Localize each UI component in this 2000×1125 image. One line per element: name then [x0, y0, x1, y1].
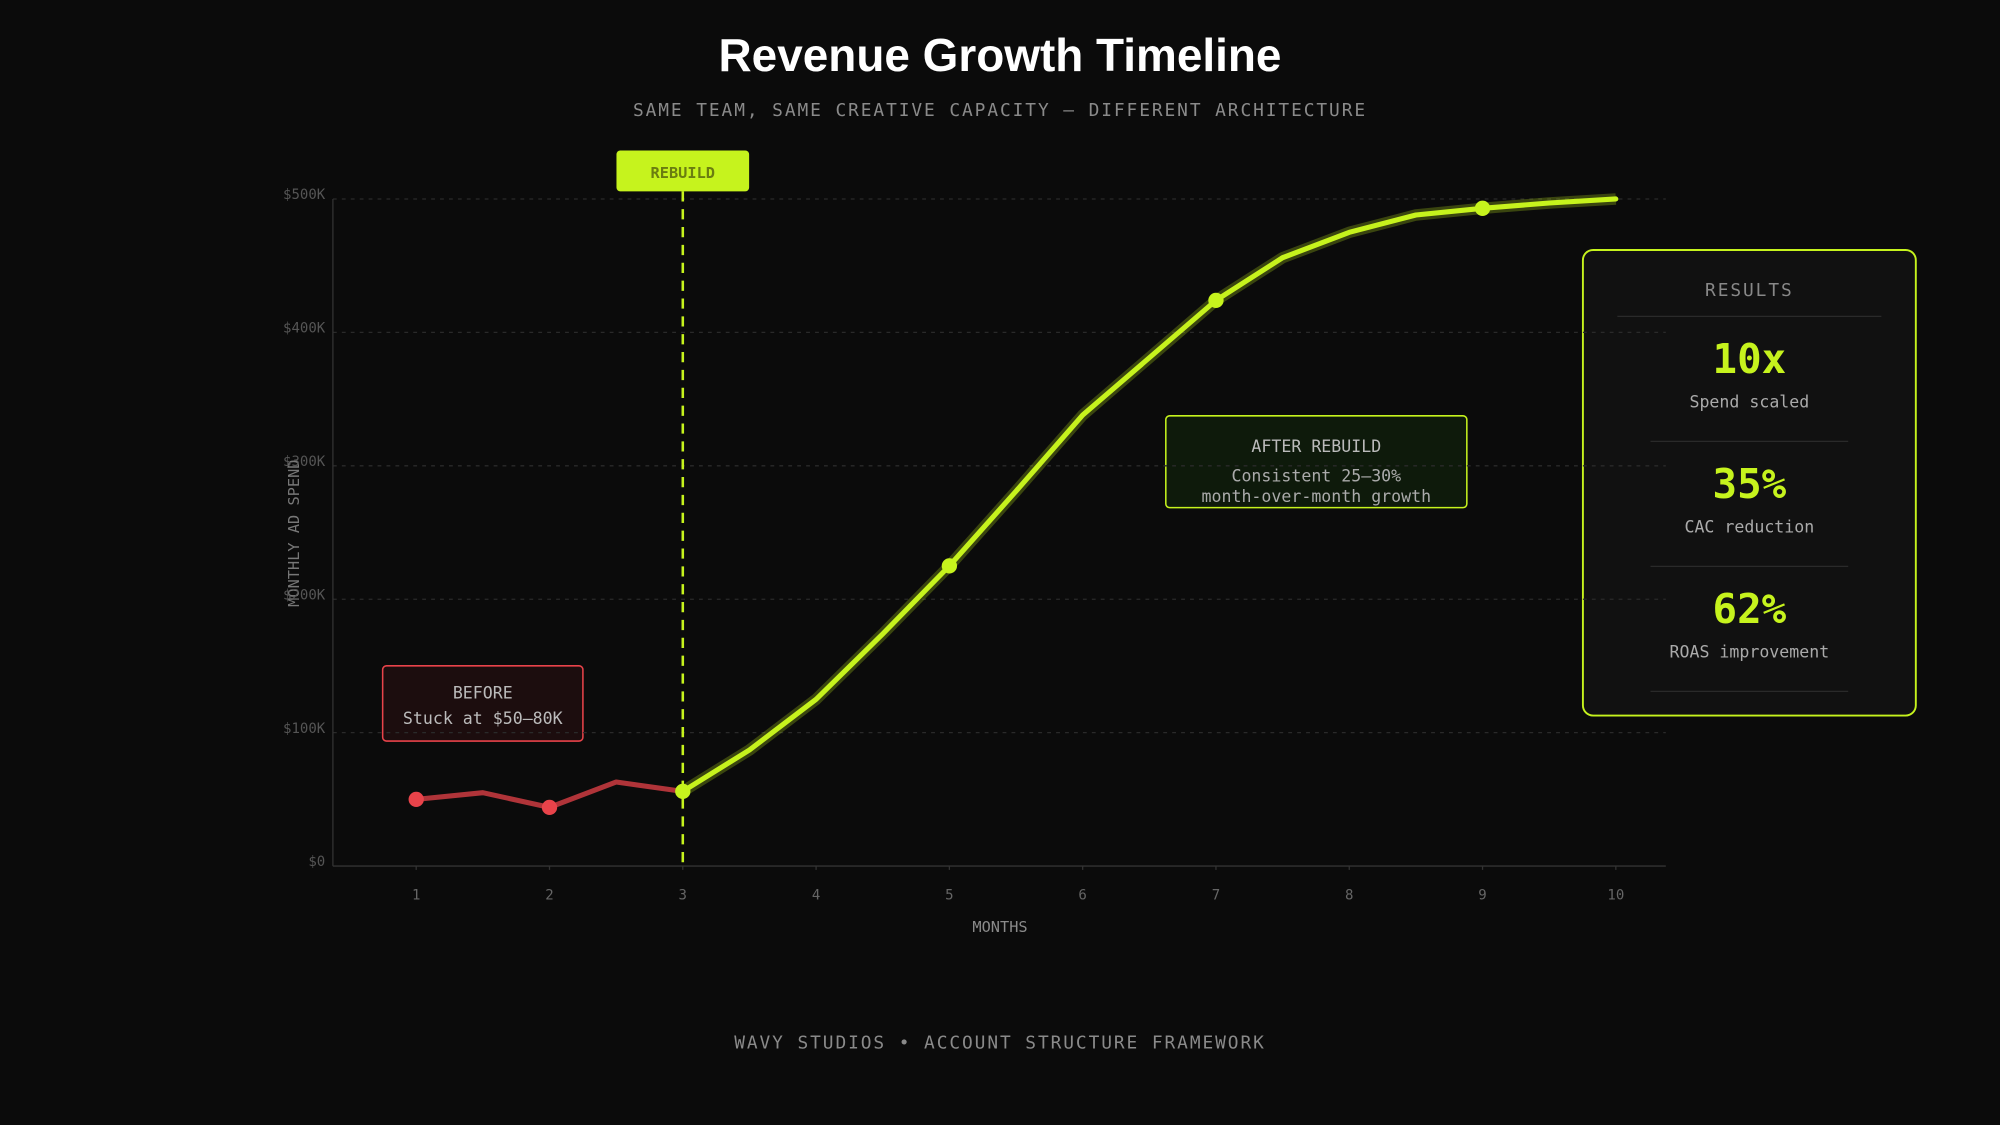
- after-box-frame: [1165, 415, 1468, 509]
- x-tick-label: 9: [1478, 887, 1486, 903]
- point: [1474, 200, 1491, 216]
- after-text: Consistent 25–30%: [1231, 467, 1401, 486]
- line: [680, 196, 1619, 794]
- y-axis-label: MONTHLY AD SPEND: [285, 459, 303, 606]
- result-value: 35%: [1713, 460, 1787, 508]
- point: [541, 799, 558, 816]
- rebuild-badge: [616, 150, 750, 192]
- results-title: RESULTS: [1705, 280, 1794, 301]
- before-title: BEFORE: [453, 683, 513, 702]
- results-panel: RESULTS 10x Spend scaled 35% CAC reduction 6…: [1581, 249, 1917, 717]
- point: [408, 791, 424, 808]
- chart-title: Revenue Growth Timeline: [719, 29, 1282, 81]
- y-tick-label: $500K: [283, 187, 326, 203]
- x-tick-label: 3: [679, 887, 687, 903]
- result-value: 62%: [1713, 585, 1787, 633]
- results-frame: [1581, 249, 1917, 717]
- x-axis-label: MONTHS: [972, 918, 1027, 936]
- x-tick-label: 6: [1078, 887, 1086, 903]
- result-label: Spend scaled: [1689, 393, 1809, 412]
- y-tick-label: $100K: [283, 721, 326, 737]
- chart-subtitle: SAME TEAM, SAME CREATIVE CAPACITY — DIFF…: [633, 100, 1367, 121]
- result-label: CAC reduction: [1684, 518, 1814, 537]
- after-box: AFTER REBUILD Consistent 25–30% month-ov…: [1165, 415, 1468, 509]
- x-tick-label: 10: [1607, 887, 1624, 903]
- footer: WAVY STUDIOS • ACCOUNT STRUCTURE FRAMEWO…: [734, 1032, 1266, 1053]
- point: [675, 783, 691, 800]
- x-tick-label: 4: [812, 887, 820, 903]
- x-tick-label: 7: [1212, 887, 1220, 903]
- x-tick-label: 2: [545, 887, 553, 903]
- rebuild-label: REBUILD: [651, 164, 715, 182]
- y-tick-label: $300K: [283, 454, 326, 470]
- before-box: BEFORE Stuck at $50–80K: [381, 665, 584, 742]
- point: [1208, 292, 1224, 309]
- point: [941, 558, 958, 574]
- x-tick-label: 1: [412, 887, 420, 903]
- result-value: 10x: [1713, 335, 1787, 383]
- y-tick-label: $0: [308, 854, 325, 870]
- after-title: AFTER REBUILD: [1251, 437, 1381, 456]
- y-tick-label: $200K: [283, 587, 326, 603]
- before-box-frame: [381, 665, 584, 742]
- result-label: ROAS improvement: [1670, 643, 1830, 662]
- x-tick-label: 8: [1345, 887, 1353, 903]
- after-text: month-over-month growth: [1202, 487, 1432, 506]
- before-text: Stuck at $50–80K: [403, 709, 563, 728]
- y-tick-label: $400K: [283, 321, 326, 337]
- x-tick-label: 5: [945, 887, 953, 903]
